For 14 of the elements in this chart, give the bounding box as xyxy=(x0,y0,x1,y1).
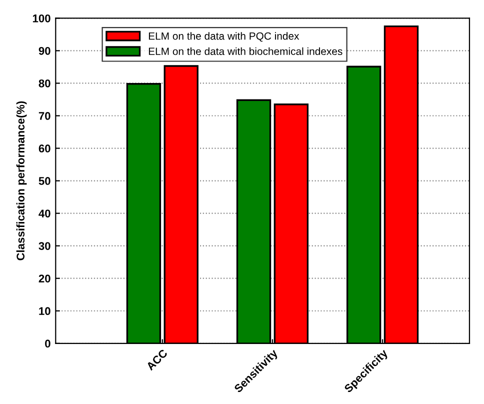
y-tick-label: 90 xyxy=(38,46,50,55)
y-tick-label: 60 xyxy=(38,144,50,152)
y-tick-label: 70 xyxy=(38,112,50,120)
legend-label: ELM on the data with PQC index xyxy=(148,32,300,42)
y-tick-label: 20 xyxy=(38,274,50,282)
y-tick-label: 100 xyxy=(32,14,50,22)
y-axis-title: Classification performance(%) xyxy=(16,101,27,260)
y-tick-label: 80 xyxy=(38,79,50,88)
y-tick-label: 10 xyxy=(39,307,50,316)
y-tick-label: 40 xyxy=(38,210,50,218)
y-tick-label: 50 xyxy=(38,177,50,185)
y-tick-label: 30 xyxy=(38,242,50,250)
legend-label: ELM on the data with biochemical indexes xyxy=(148,47,342,56)
y-tick-label: 0 xyxy=(45,340,50,348)
